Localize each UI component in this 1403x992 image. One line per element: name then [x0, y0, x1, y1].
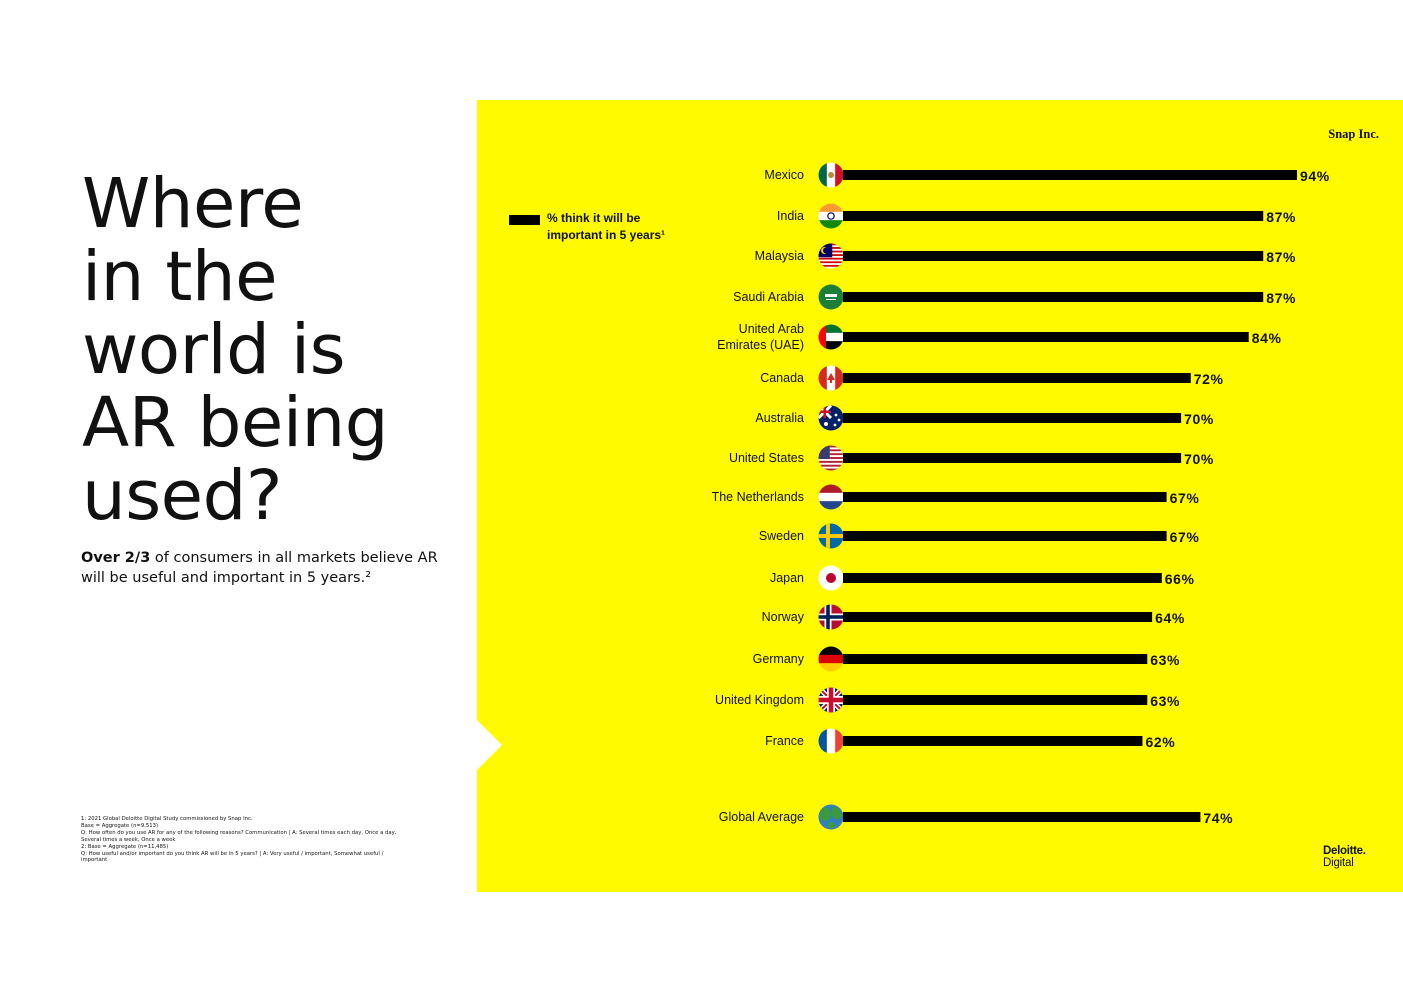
title-line: in the	[82, 237, 278, 317]
category-label: Norway	[762, 610, 805, 624]
india-flag-icon	[818, 203, 844, 229]
category-label: India	[777, 209, 804, 223]
australia-flag-icon	[818, 405, 844, 431]
data-label: 72%	[1194, 371, 1224, 387]
subtitle-highlight: Over 2/3	[81, 550, 151, 566]
category-label: Mexico	[764, 168, 804, 182]
france-flag-icon	[818, 728, 844, 754]
category-label: Sweden	[759, 529, 804, 543]
bar	[843, 654, 1148, 664]
data-label: 64%	[1155, 610, 1185, 626]
data-label: 87%	[1266, 249, 1296, 265]
category-label: Australia	[755, 411, 804, 425]
global-average-label: Global Average	[719, 810, 804, 824]
legend-label: % think it will be important in 5 years¹	[547, 211, 666, 242]
bar	[843, 492, 1167, 502]
bar	[843, 612, 1153, 622]
bar	[843, 573, 1162, 583]
bar	[843, 373, 1191, 383]
germany-flag-icon	[818, 646, 844, 672]
data-label: 67%	[1170, 529, 1200, 545]
title-line: Where	[82, 164, 304, 244]
deloitte-digital-logo: Deloitte. Digital	[1323, 845, 1366, 869]
data-label: 87%	[1266, 209, 1296, 225]
footnote-line: Q: How useful and/or important do you th…	[81, 850, 384, 864]
category-label: United Arab Emirates (UAE)	[717, 322, 804, 352]
title-line: world is	[82, 310, 346, 390]
data-label: 94%	[1300, 168, 1330, 184]
mexico-flag-icon	[818, 162, 844, 188]
data-label: 70%	[1184, 411, 1214, 427]
subtitle-text: of consumers in all markets believe AR w…	[81, 550, 438, 586]
bar	[843, 292, 1264, 302]
data-label: 62%	[1145, 734, 1175, 750]
title-line: AR being	[82, 383, 389, 463]
data-label: 66%	[1165, 571, 1195, 587]
bar	[843, 332, 1249, 342]
footnotes: 1: 2021 Global Deloitte Digital Study co…	[81, 816, 401, 864]
category-label: Malaysia	[755, 249, 804, 263]
data-label: 74%	[1203, 810, 1233, 826]
data-label: 63%	[1150, 652, 1180, 668]
data-label: 87%	[1266, 290, 1296, 306]
bar	[843, 251, 1264, 261]
bar	[843, 736, 1143, 746]
bar	[843, 695, 1148, 705]
category-label: Japan	[770, 571, 804, 585]
netherlands-flag-icon	[818, 484, 844, 510]
title-line: used?	[82, 456, 283, 536]
data-label: 70%	[1184, 451, 1214, 467]
category-label: Germany	[753, 652, 805, 666]
footnote-line: Q: How often do you use AR for any of th…	[81, 829, 397, 843]
japan-flag-icon	[818, 565, 844, 591]
category-label: United States	[729, 451, 804, 465]
data-label: 84%	[1252, 330, 1282, 346]
snap-logo: Snap Inc.	[1328, 127, 1379, 141]
category-label: Canada	[760, 371, 804, 385]
footnote-line: 2: Base = Aggregate (n=11,485)	[81, 843, 169, 850]
uk-flag-icon	[818, 687, 844, 713]
deloitte-logo-line1: Deloitte.	[1323, 845, 1366, 857]
footnote-line: Base = Aggregate (n=9,513)	[81, 822, 159, 829]
bar	[843, 211, 1264, 221]
uae-flag-icon	[818, 324, 844, 350]
globe-icon	[818, 804, 844, 830]
canada-flag-icon	[818, 365, 844, 391]
category-label: Saudi Arabia	[733, 290, 804, 304]
category-label: United Kingdom	[715, 693, 804, 707]
norway-flag-icon	[818, 604, 844, 630]
sweden-flag-icon	[818, 523, 844, 549]
footnote-line: 1: 2021 Global Deloitte Digital Study co…	[81, 816, 253, 822]
bar	[843, 453, 1182, 463]
bar	[843, 170, 1298, 180]
saudi-arabia-flag-icon	[818, 284, 844, 310]
data-label: 63%	[1150, 693, 1180, 709]
bar	[843, 531, 1167, 541]
page-title: Where in the world is AR being used?	[82, 168, 462, 533]
category-label: France	[765, 734, 804, 748]
category-label: The Netherlands	[712, 490, 804, 504]
legend-swatch	[509, 215, 540, 225]
bar	[843, 413, 1182, 423]
data-label: 67%	[1170, 490, 1200, 506]
subtitle: Over 2/3 of consumers in all markets bel…	[81, 549, 441, 588]
usa-flag-icon	[818, 445, 844, 471]
global-average-bar	[843, 812, 1201, 822]
malaysia-flag-icon	[818, 243, 844, 269]
deloitte-logo-line2: Digital	[1323, 857, 1354, 869]
